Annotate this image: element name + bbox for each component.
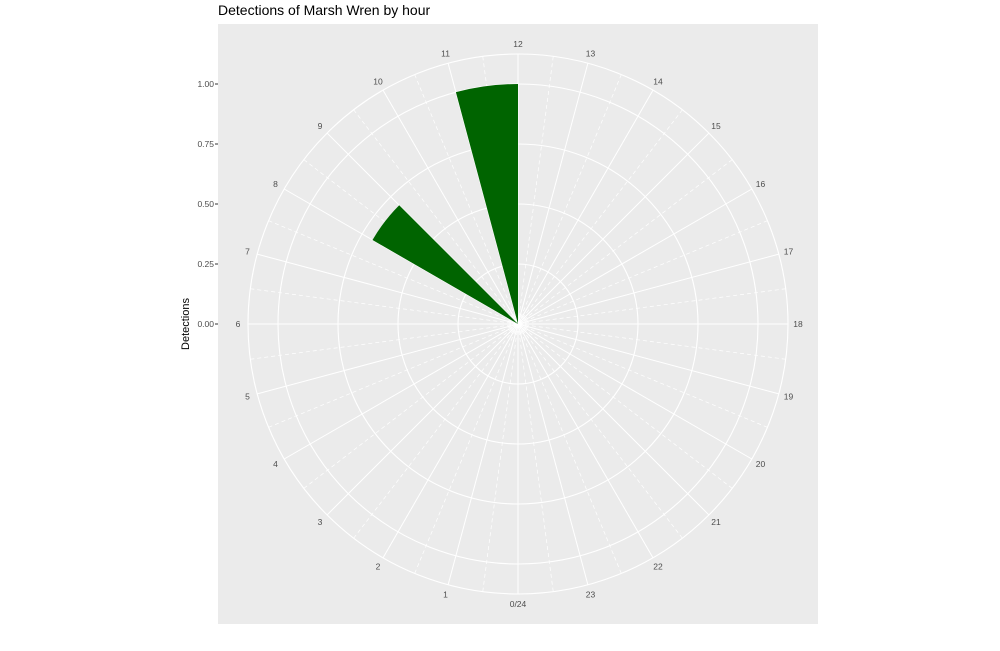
bar-layer (372, 84, 518, 324)
hour-label: 2 (376, 561, 381, 571)
grid-minor-spoke (353, 323, 519, 539)
hour-label: 5 (245, 391, 250, 401)
grid-minor-spoke (268, 220, 519, 325)
hour-label: 13 (586, 49, 596, 59)
grid-spoke (283, 323, 519, 460)
grid-minor-spoke (517, 323, 768, 428)
grid-minor-spoke (482, 323, 519, 592)
y-tick-label: 0.75 (197, 139, 214, 149)
hour-label: 8 (273, 179, 278, 189)
hour-label: 4 (273, 459, 278, 469)
grid-minor-spoke (250, 323, 519, 360)
y-axis: 0.00 0.25 0.50 0.75 1.00 (197, 79, 218, 329)
grid-spoke (517, 89, 654, 325)
grid-minor-spoke (353, 109, 519, 325)
grid-spoke (257, 253, 519, 325)
grid-minor-spoke (414, 74, 519, 325)
grid-minor-spoke (517, 109, 683, 325)
grid-minor-spoke (517, 56, 554, 325)
grid-spoke (517, 323, 753, 460)
chart-title: Detections of Marsh Wren by hour (218, 2, 431, 18)
grid-spoke (517, 253, 779, 325)
hour-label: 23 (586, 589, 596, 599)
grid-minor-spoke (517, 323, 733, 489)
hour-label: 16 (756, 179, 766, 189)
hour-label: 1 (443, 589, 448, 599)
grid-minor-spoke (517, 288, 786, 325)
y-axis-title: Detections (180, 298, 192, 350)
grid-spoke (326, 323, 519, 516)
hour-label: 10 (373, 77, 383, 87)
bar-wedge-0 (372, 205, 518, 324)
hour-label: 11 (441, 49, 450, 59)
y-tick-label: 1.00 (197, 79, 214, 89)
hour-label: 21 (711, 517, 721, 527)
grid-spoke (257, 323, 519, 395)
hour-label: 19 (784, 391, 794, 401)
grid-spoke (517, 132, 710, 325)
grid-minor-spoke (303, 323, 519, 489)
hour-label: 22 (653, 561, 663, 571)
grid-minor-spoke (517, 323, 683, 539)
grid-spoke (382, 323, 519, 559)
y-tick-label: 0.25 (197, 259, 214, 269)
grid-minor-spoke (517, 323, 786, 360)
hour-label: 20 (756, 459, 766, 469)
hour-label: 7 (245, 247, 250, 257)
grid-spoke (382, 89, 519, 325)
hour-label: 6 (236, 319, 241, 329)
hour-label: 14 (653, 77, 663, 87)
grid-minor-spoke (268, 323, 519, 428)
hour-label: 15 (711, 121, 721, 131)
grid-spoke (517, 63, 589, 325)
grid-minor-spoke (517, 323, 554, 592)
grid-spoke (517, 323, 589, 585)
grid-spoke (517, 323, 779, 395)
y-tick-label: 0.50 (197, 199, 214, 209)
bar-wedge-1 (455, 84, 518, 324)
hour-label: 9 (318, 121, 323, 131)
grid-spoke (447, 323, 519, 585)
y-tick-label: 0.00 (197, 319, 214, 329)
hour-label-layer: 0/24123456789101112131415161718192021222… (236, 39, 803, 609)
hour-label: 17 (784, 247, 794, 257)
hour-label: 18 (793, 319, 803, 329)
grid-minor-spoke (517, 74, 622, 325)
hour-label: 3 (318, 517, 323, 527)
hour-label: 0/24 (510, 599, 527, 609)
hour-label: 12 (513, 39, 523, 49)
grid-minor-spoke (517, 159, 733, 325)
grid-spoke (517, 188, 753, 325)
grid-minor-spoke (517, 220, 768, 325)
grid-spoke (517, 323, 654, 559)
grid-spoke (517, 323, 710, 516)
grid-minor-spoke (414, 323, 519, 574)
grid-minor-spoke (517, 323, 622, 574)
grid-minor-spoke (250, 288, 519, 325)
